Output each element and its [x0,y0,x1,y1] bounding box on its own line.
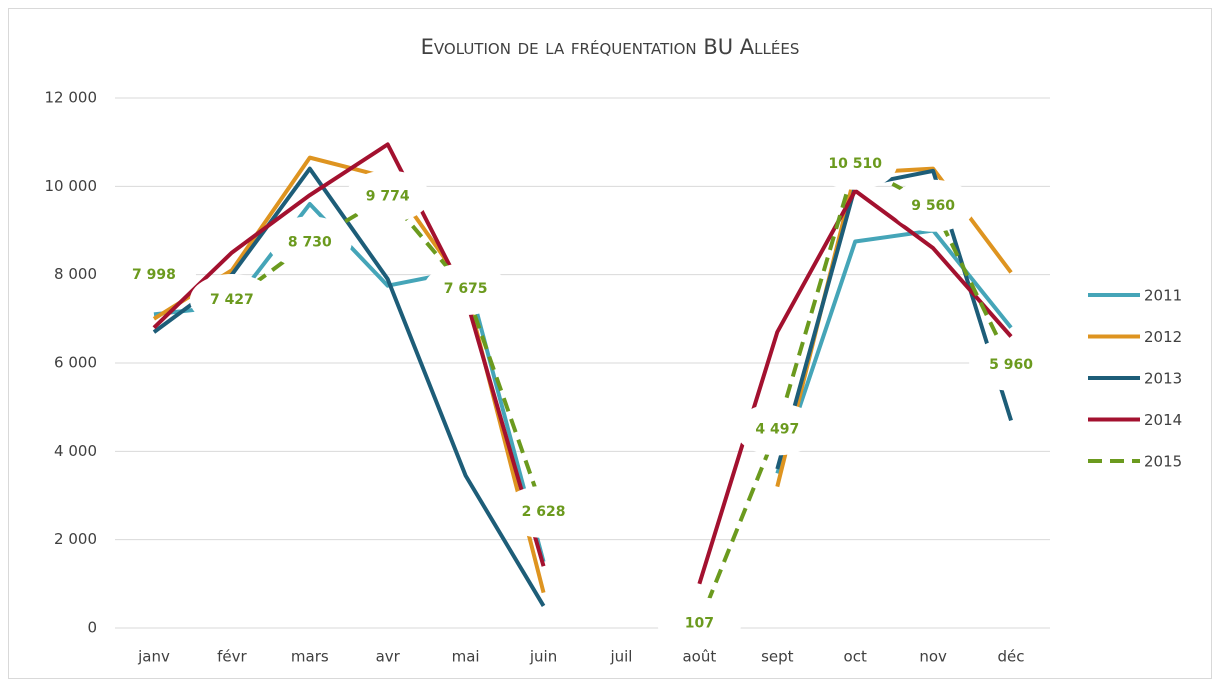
y-tick-label: 2 000 [54,530,97,548]
legend-label: 2011 [1144,287,1182,305]
legend-label: 2012 [1144,328,1182,346]
data-label: 7 675 [444,281,488,297]
data-label: 9 774 [366,188,410,204]
x-tick-label: avr [376,648,401,666]
data-label: 9 560 [911,198,955,214]
data-label: 7 427 [210,292,254,308]
legend-label: 2014 [1144,411,1182,429]
y-tick-label: 4 000 [54,442,97,460]
data-label: 107 [685,615,714,631]
data-label-bg [267,216,352,269]
data-label: 5 960 [989,357,1033,373]
y-tick-label: 12 000 [45,89,98,107]
data-label-bg [813,137,898,190]
data-label-bg [657,597,742,650]
data-label-bg [345,170,430,223]
y-tick-label: 10 000 [45,177,98,195]
x-tick-label: août [682,648,716,666]
data-label-bg [501,485,586,538]
x-tick-label: juil [609,648,632,666]
x-tick-label: janv [137,648,170,666]
chart-title: Evolution de la fréquentation BU Allées [421,35,800,59]
x-tick-label: oct [844,648,867,666]
x-tick-label: mai [452,648,480,666]
data-label-bg [189,273,274,326]
legend-label: 2013 [1144,370,1182,388]
y-tick-label: 6 000 [54,354,97,372]
data-label-bg [969,338,1054,391]
x-tick-label: déc [998,648,1025,666]
x-tick-label: sept [761,648,794,666]
y-tick-label: 0 [87,619,97,637]
data-label-bg [423,263,508,316]
data-label-bg [735,403,820,456]
data-label: 8 730 [288,234,332,250]
data-label: 4 497 [755,421,799,437]
data-label: 2 628 [522,504,566,520]
data-label-bg [111,248,196,301]
y-tick-label: 8 000 [54,265,97,283]
data-label: 10 510 [828,156,882,172]
x-tick-label: mars [291,648,329,666]
data-label-bg [891,179,976,232]
data-label: 7 998 [132,267,176,283]
x-tick-label: nov [919,648,947,666]
x-tick-label: févr [217,648,247,666]
legend-label: 2015 [1144,453,1182,471]
x-tick-label: juin [529,648,557,666]
